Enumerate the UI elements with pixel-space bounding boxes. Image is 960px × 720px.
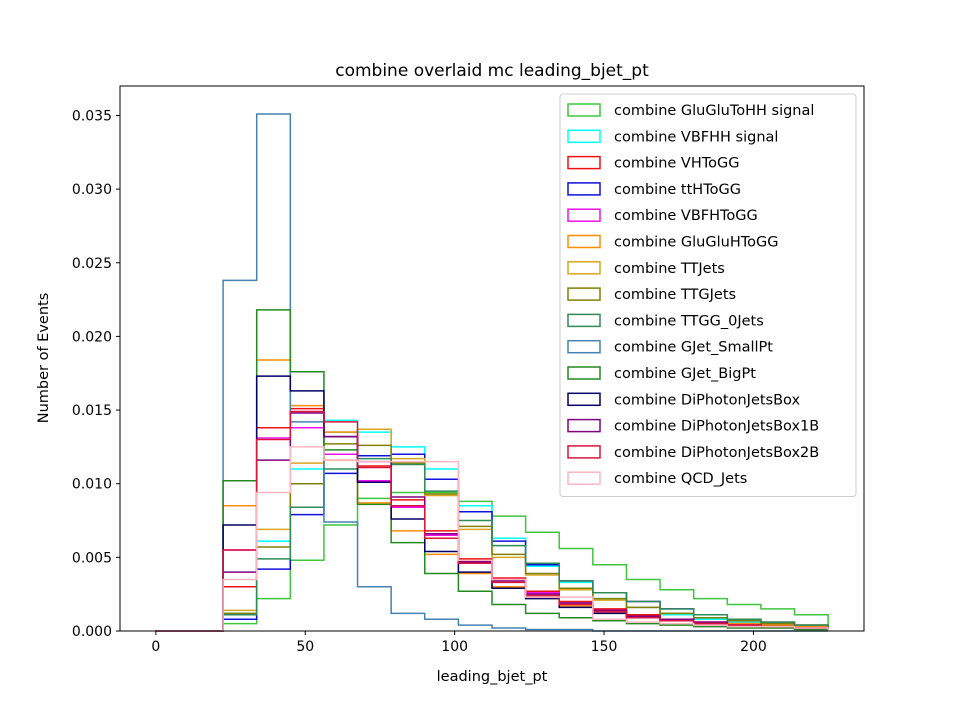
- legend-swatch-combine-vhtogg: [567, 155, 601, 170]
- legend-swatch-combine-diphotonjetsbox1b: [567, 418, 601, 433]
- legend-swatch-combine-ttgjets: [567, 287, 601, 301]
- legend-label-combine-ttgg-0jets: combine TTGG_0Jets: [614, 313, 764, 329]
- x-tick-label: 0: [151, 639, 160, 655]
- y-tick-label: 0.030: [72, 182, 112, 198]
- legend-label-combine-vhtogg: combine VHToGG: [614, 156, 739, 172]
- legend-label-combine-ttgjets: combine TTGJets: [614, 287, 736, 303]
- axes-frame: [119, 85, 865, 632]
- legend-swatch-combine-vbfhtogg: [567, 208, 601, 222]
- legend-label-combine-tthtogg: combine ttHToGG: [614, 182, 741, 198]
- legend-label-combine-vbfhh-signal: combine VBFHH signal: [614, 129, 778, 145]
- legend-swatch-combine-ttjets: [567, 261, 601, 275]
- legend-swatch-combine-qcd-jets: [567, 471, 601, 485]
- legend-swatch-combine-gluglutohh-signal: [567, 103, 601, 117]
- y-tick-label: 0.005: [72, 550, 112, 566]
- series-line-combine-qcd-jets: [155, 446, 829, 632]
- y-axis-ticks: 0.000 0.005 0.010 0.015 0.020 0.025 0.030 0.035: [72, 108, 120, 640]
- legend-box: [559, 93, 857, 497]
- x-tick-label: 150: [591, 639, 618, 655]
- legend: combine GluGluToHH signal combine VBFHH s…: [559, 93, 857, 497]
- y-tick-label: 0.000: [72, 624, 112, 640]
- legend-label-combine-diphotonjetsbox1b: combine DiPhotonJetsBox1B: [614, 419, 819, 435]
- series-line-combine-gluglutohh-signal: [155, 491, 829, 632]
- y-tick-label: 0.025: [72, 256, 112, 272]
- legend-label-combine-glugluhtogg: combine GluGluHToGG: [614, 235, 778, 251]
- legend-label-combine-vbfhtogg: combine VBFHToGG: [614, 208, 758, 224]
- y-tick-label: 0.010: [72, 477, 112, 493]
- x-tick-label: 50: [296, 639, 314, 655]
- legend-swatch-combine-gjet-bigpt: [567, 366, 601, 380]
- x-tick-label: 100: [441, 639, 468, 655]
- legend-swatch-combine-gjet-smallpt: [567, 339, 601, 354]
- x-axis-label: leading_bjet_pt: [437, 669, 548, 685]
- x-tick-label: 200: [740, 639, 767, 655]
- legend-label-combine-diphotonjetsbox: combine DiPhotonJetsBox: [614, 392, 800, 408]
- legend-label-combine-gluglutohh-signal: combine GluGluToHH signal: [614, 103, 814, 119]
- series-line-combine-ttgg-0jets: [155, 457, 829, 632]
- y-tick-label: 0.020: [72, 329, 112, 345]
- legend-label-combine-ttjets: combine TTJets: [614, 261, 725, 277]
- x-axis-ticks: 0 50 100 150 200: [151, 631, 767, 655]
- legend-swatch-combine-diphotonjetsbox: [567, 392, 601, 407]
- legend-swatch-combine-diphotonjetsbox2b: [567, 445, 601, 459]
- legend-swatch-combine-glugluhtogg: [567, 234, 601, 249]
- legend-label-combine-diphotonjetsbox2b: combine DiPhotonJetsBox2B: [614, 445, 819, 461]
- legend-label-combine-gjet-smallpt: combine GJet_SmallPt: [614, 340, 773, 356]
- legend-label-combine-qcd-jets: combine QCD_Jets: [614, 471, 747, 487]
- series-line-combine-gjet-bigpt: [155, 309, 829, 632]
- y-tick-label: 0.015: [72, 403, 112, 419]
- plot-area: [119, 85, 865, 632]
- y-axis-label: Number of Events: [36, 293, 52, 424]
- y-tick-label: 0.035: [72, 108, 112, 124]
- legend-swatch-combine-ttgg-0jets: [567, 313, 601, 328]
- legend-swatch-combine-tthtogg: [567, 182, 601, 196]
- chart-title: combine overlaid mc leading_bjet_pt: [335, 61, 649, 81]
- legend-swatch-combine-vbfhh-signal: [567, 129, 601, 144]
- legend-label-combine-gjet-bigpt: combine GJet_BigPt: [614, 366, 756, 382]
